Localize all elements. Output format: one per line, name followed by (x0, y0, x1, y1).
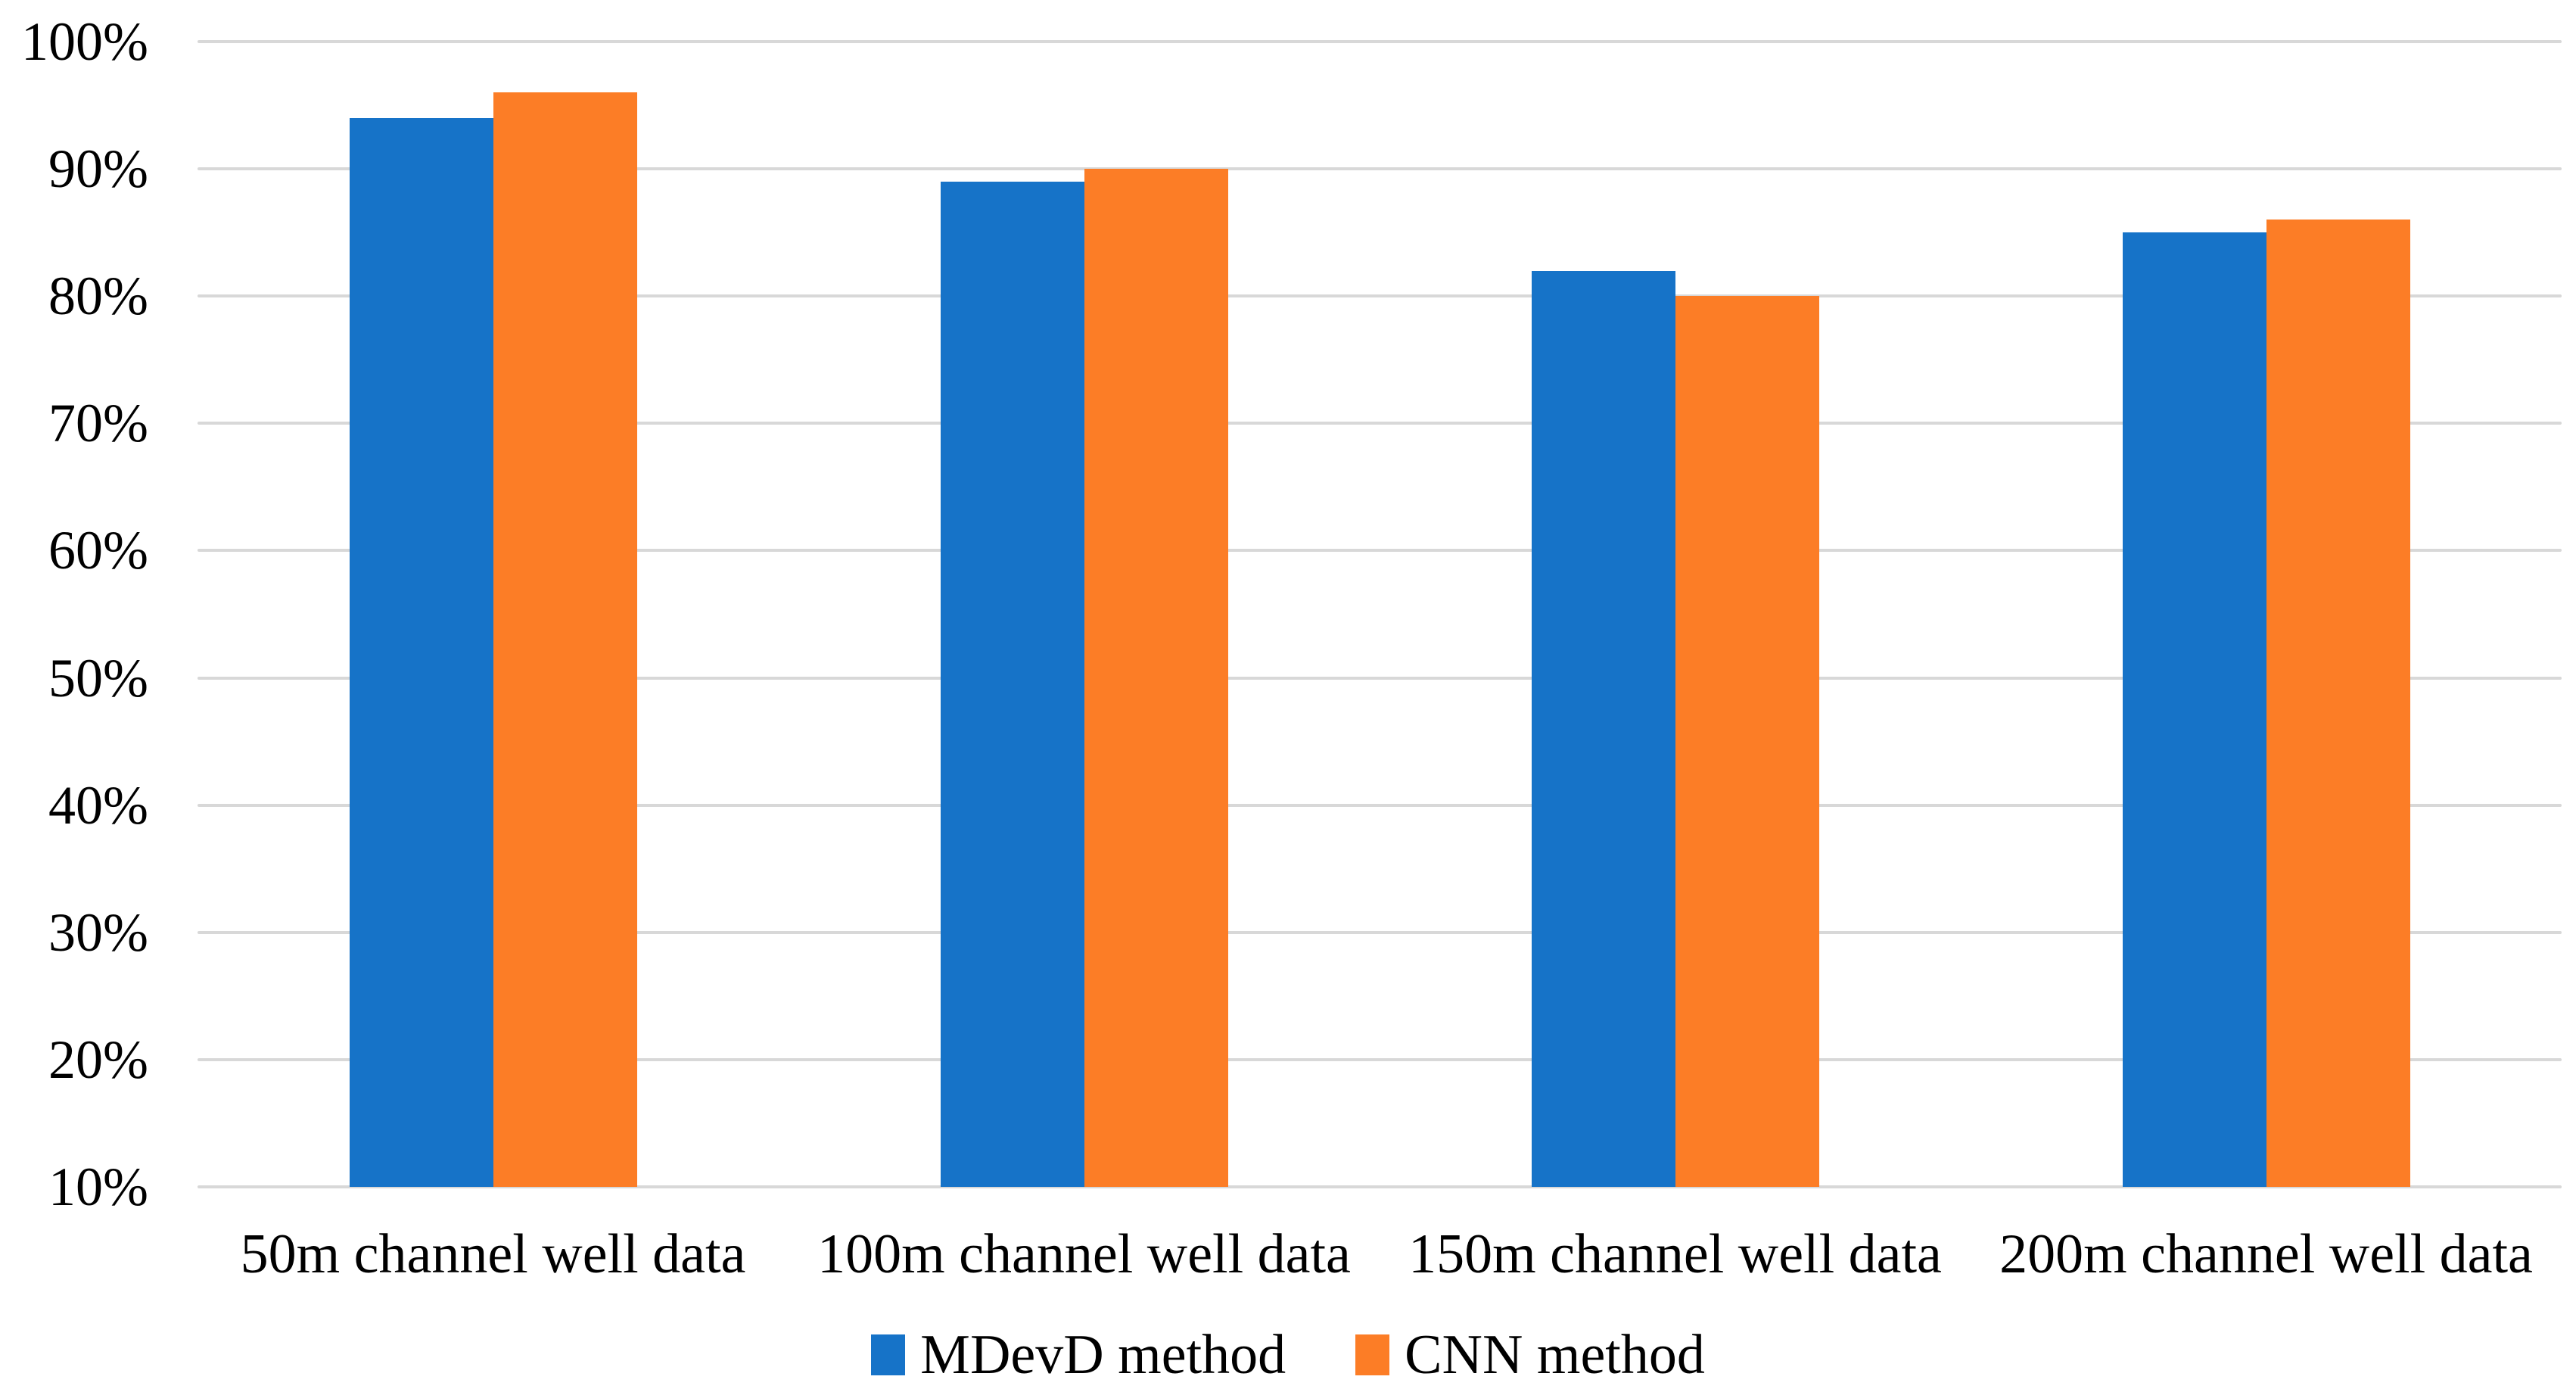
gridline (198, 676, 2562, 680)
gridline (198, 803, 2562, 807)
legend-swatch (871, 1334, 906, 1375)
y-tick-label: 70% (48, 393, 148, 454)
y-tick-label: 30% (48, 902, 148, 963)
bar-cnn-2 (1084, 169, 1228, 1187)
bar-mdevd-3 (1531, 270, 1675, 1187)
bar-cnn-1 (493, 92, 637, 1187)
gridline (198, 930, 2562, 934)
gridline (198, 549, 2562, 553)
bar-cnn-3 (1675, 296, 1819, 1187)
legend-swatch (1355, 1334, 1390, 1375)
category-label: 50m channel well data (240, 1223, 746, 1285)
legend-item: CNN method (1355, 1319, 1705, 1391)
y-tick-label: 10% (48, 1157, 148, 1217)
legend-label: MDevD method (920, 1324, 1286, 1386)
legend-item: MDevD method (871, 1319, 1286, 1391)
legend: MDevD method CNN method (0, 1319, 2576, 1391)
bar-mdevd-4 (2122, 232, 2266, 1187)
bar-mdevd-1 (349, 117, 493, 1187)
y-tick-label: 40% (48, 774, 148, 836)
y-tick-label: 100% (21, 11, 148, 72)
y-tick-label: 60% (48, 520, 148, 581)
gridline (198, 167, 2562, 171)
gridline (198, 1057, 2562, 1061)
legend-label: CNN method (1405, 1324, 1705, 1386)
y-tick-label: 50% (48, 647, 148, 708)
category-label: 100m channel well data (817, 1223, 1351, 1285)
category-label: 150m channel well data (1408, 1223, 1942, 1285)
gridline (198, 1185, 2562, 1188)
category-label: 200m channel well data (1999, 1223, 2533, 1285)
gridline (198, 294, 2562, 298)
bar-cnn-4 (2266, 220, 2410, 1187)
y-tick-label: 20% (48, 1029, 148, 1090)
y-tick-label: 80% (48, 266, 148, 327)
bar-mdevd-2 (940, 181, 1084, 1187)
y-tick-label: 90% (48, 139, 148, 200)
gridline (198, 422, 2562, 425)
gridline (198, 40, 2562, 43)
